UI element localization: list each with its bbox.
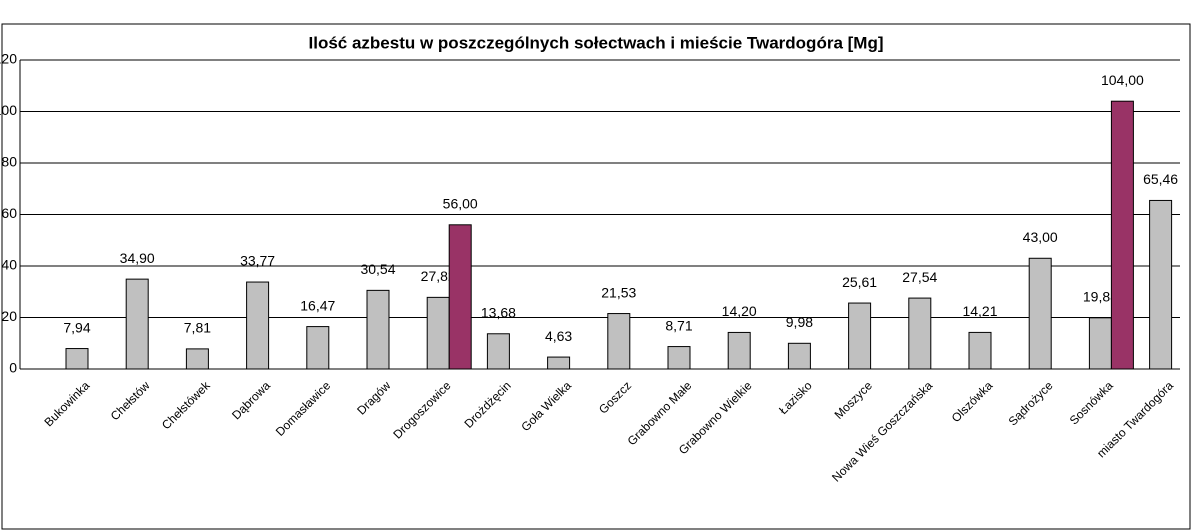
data-label: 9,98: [786, 314, 813, 330]
y-tick-label: 80: [1, 154, 17, 170]
data-label: 14,21: [962, 303, 997, 319]
y-tick-label: 100: [0, 102, 17, 118]
data-label: 13,68: [481, 304, 516, 320]
data-label: 27,54: [902, 269, 937, 285]
data-label: 33,77: [240, 253, 275, 269]
bar: [185, 348, 209, 370]
data-label: 104,00: [1101, 72, 1144, 88]
data-label: 27,82: [421, 268, 456, 284]
bar: [1028, 257, 1052, 370]
data-label: 7,94: [63, 319, 90, 335]
bar: [787, 342, 811, 370]
chart-frame: [1, 23, 1191, 530]
bar: [125, 278, 149, 370]
bar: [908, 297, 932, 370]
bar: [968, 331, 992, 370]
chart-title: Ilość azbestu w poszczególnych sołectwac…: [309, 33, 884, 52]
bar: [366, 289, 390, 370]
bar: [607, 313, 631, 370]
bar: [306, 326, 330, 370]
data-label: 21,53: [601, 284, 636, 300]
y-tick-label: 120: [0, 51, 17, 67]
bar: [65, 348, 89, 370]
data-label: 56,00: [443, 196, 478, 212]
data-label: 8,71: [665, 317, 692, 333]
y-tick-label: 40: [1, 257, 17, 273]
data-label: 14,20: [722, 303, 757, 319]
data-label: 4,63: [545, 328, 572, 344]
bar: [486, 333, 510, 370]
bar: [727, 331, 751, 370]
y-tick-label: 20: [1, 308, 17, 324]
bar: [1088, 317, 1112, 370]
bar: [246, 281, 270, 370]
y-tick-label: 60: [1, 205, 17, 221]
data-label: 43,00: [1023, 229, 1058, 245]
data-label: 25,61: [842, 274, 877, 290]
bar: [667, 346, 691, 370]
data-label: 19,88: [1083, 289, 1118, 305]
bar: [448, 224, 472, 370]
bar: [1110, 100, 1134, 370]
data-label: 65,46: [1143, 171, 1178, 187]
data-label: 34,90: [120, 250, 155, 266]
data-label: 30,54: [360, 261, 395, 277]
data-label: 7,81: [184, 320, 211, 336]
data-label: 16,47: [300, 297, 335, 313]
y-tick-label: 0: [9, 360, 17, 376]
bar: [848, 302, 872, 370]
bar: [1149, 199, 1173, 370]
bar: [547, 356, 571, 370]
bar: [426, 296, 450, 370]
